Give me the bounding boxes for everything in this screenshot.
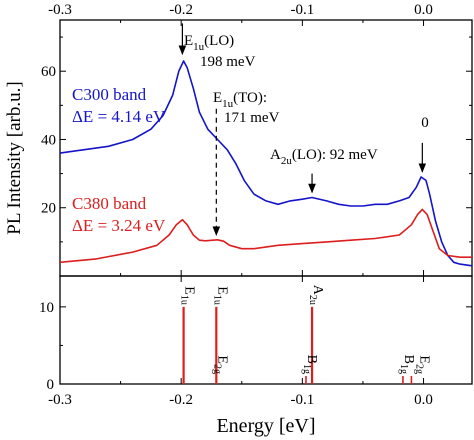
x-axis-label: Energy [eV]: [216, 415, 315, 437]
mode-label: E1u: [211, 286, 229, 305]
top-panel: -0.3 -0.2 -0.1 0.0 20 40 60 C300 band ΔE = 4.14 …: [41, 2, 473, 277]
legend-label: C300 band: [72, 85, 147, 104]
bottom-plot-frame: [59, 275, 473, 385]
bottom-x-tick-label: -0.3: [48, 392, 72, 408]
top-y-tick-label: 20: [41, 201, 56, 217]
annotation-label: 0: [421, 115, 429, 131]
top-x-tick-label: -0.3: [48, 2, 72, 18]
mode-label: E2g: [211, 355, 229, 374]
annotation-value: 198 meV: [200, 54, 256, 70]
mode-label: B1g: [301, 355, 319, 374]
legend-sublabel: ΔE = 3.24 eV: [72, 216, 166, 235]
annotation-label: E1u(LO): [184, 33, 234, 53]
annotation-label: E1u(TO):: [213, 90, 267, 110]
mode-label: E1u: [179, 286, 197, 305]
top-y-tick-label: 40: [41, 132, 56, 148]
annotation-label: A2u(LO): 92 meV: [270, 147, 378, 167]
annotation-value: 171 meV: [224, 110, 280, 126]
mode-label: B1g: [398, 355, 416, 374]
top-y-tick-label: 60: [41, 64, 56, 80]
series-line-c380-band: [59, 208, 472, 264]
top-plot-frame: [59, 19, 473, 277]
bottom-y-tick-label: 10: [39, 300, 54, 316]
mode-label: E2g: [413, 355, 431, 374]
top-x-tick-label: -0.1: [290, 2, 314, 18]
bottom-y-tick-label: 0: [47, 377, 55, 393]
y-axis-label: PL Intensity [arb.u.]: [4, 81, 25, 234]
legend-sublabel: ΔE = 4.14 eV: [72, 107, 166, 126]
bottom-x-tick-label: -0.1: [290, 392, 314, 408]
bottom-x-tick-label: -0.2: [169, 392, 193, 408]
top-x-tick-label: -0.2: [169, 2, 193, 18]
top-x-tick-label: 0.0: [414, 2, 433, 18]
mode-label: A2u: [307, 285, 325, 305]
legend-label: C380 band: [72, 194, 147, 213]
series-line-c300-band: [59, 60, 473, 267]
bottom-x-tick-label: 0.0: [414, 392, 433, 408]
